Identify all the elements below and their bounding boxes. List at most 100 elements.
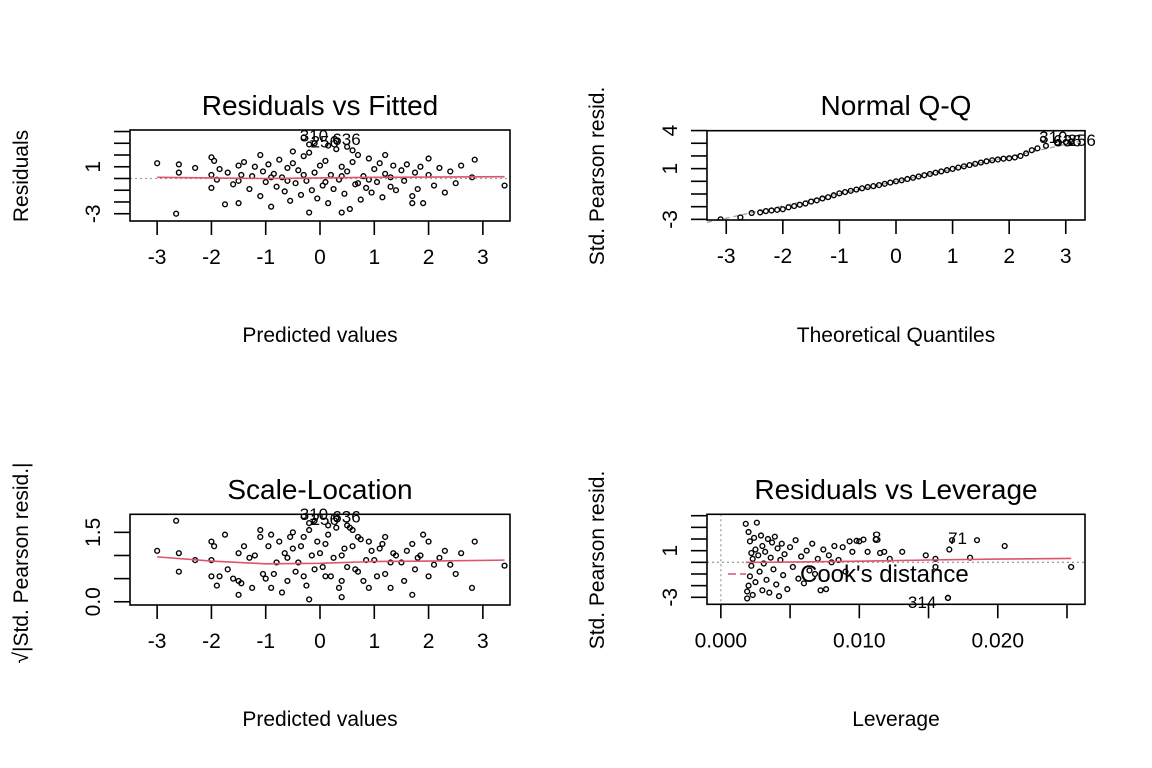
data-point	[858, 185, 866, 192]
data-point	[892, 178, 900, 185]
data-point	[257, 526, 264, 534]
data-point	[235, 591, 242, 598]
data-point	[365, 155, 372, 162]
data-point	[268, 174, 275, 181]
data-point	[306, 519, 313, 527]
data-point	[813, 197, 820, 204]
data-point	[175, 169, 182, 176]
x-tick-label: -2	[773, 245, 792, 268]
data-point	[349, 158, 356, 166]
data-point	[306, 149, 313, 156]
data-point	[308, 187, 315, 194]
data-point	[295, 167, 302, 174]
data-layer	[154, 514, 508, 603]
data-point	[501, 182, 508, 189]
data-point	[325, 142, 332, 149]
data-point	[915, 173, 922, 180]
data-point	[192, 164, 199, 172]
data-point	[414, 185, 421, 193]
data-point	[501, 562, 508, 569]
data-point	[289, 160, 296, 167]
data-point	[316, 550, 324, 557]
data-point	[842, 568, 849, 575]
data-point	[430, 561, 438, 568]
data-point	[1034, 145, 1041, 152]
outlier-point	[300, 514, 307, 520]
data-point	[216, 573, 223, 580]
data-point	[983, 158, 990, 165]
data-point	[401, 177, 408, 184]
data-point	[289, 529, 296, 536]
data-point	[257, 533, 264, 541]
data-point	[349, 147, 356, 154]
data-point	[784, 586, 791, 593]
outlier-point	[333, 137, 340, 145]
data-point	[325, 531, 332, 538]
data-point	[796, 201, 803, 208]
data-point	[401, 577, 408, 585]
data-point	[955, 164, 962, 171]
x-tick-label: 0	[314, 246, 326, 269]
data-point	[830, 192, 837, 199]
data-point	[452, 570, 459, 578]
data-point	[458, 162, 465, 169]
data-point	[887, 179, 894, 186]
x-tick-label: 3	[1060, 245, 1072, 268]
x-axis-label: Leverage	[852, 708, 940, 731]
x-tick-label: -1	[256, 630, 275, 653]
point-label: 8	[872, 528, 881, 547]
panel-title: Scale-Location	[227, 474, 412, 505]
x-tick-label: 0	[890, 245, 902, 268]
data-point	[368, 547, 375, 554]
data-point	[276, 538, 283, 545]
data-point	[319, 563, 326, 571]
data-point	[344, 522, 351, 529]
data-point	[382, 533, 389, 541]
data-point	[251, 163, 258, 170]
data-point	[175, 161, 182, 168]
x-tick-label: -2	[202, 630, 221, 653]
y-axis-label: √|Std. Pearson resid.|	[10, 462, 33, 663]
data-point	[949, 165, 956, 172]
data-point	[778, 540, 785, 547]
data-point	[781, 551, 788, 558]
data-point	[338, 163, 345, 170]
data-point	[281, 550, 288, 557]
data-point	[354, 180, 362, 187]
smooth-line	[157, 175, 505, 180]
data-point	[831, 542, 838, 550]
data-point	[1028, 147, 1035, 154]
data-point	[430, 182, 438, 189]
data-point	[425, 573, 432, 580]
data-point	[208, 184, 215, 191]
x-tick-label: -1	[256, 246, 275, 269]
point-label: 310	[1039, 128, 1067, 147]
data-point	[330, 185, 337, 193]
data-point	[175, 550, 182, 557]
panel-scale-location: Scale-Location Predicted values √|Std. P…	[10, 462, 511, 731]
data-point	[379, 540, 386, 548]
data-point	[1017, 152, 1024, 160]
data-point	[1011, 154, 1018, 161]
data-point	[322, 540, 329, 548]
data-point	[973, 537, 981, 544]
data-point	[853, 186, 860, 193]
data-point	[775, 593, 783, 600]
data-point	[746, 573, 754, 580]
data-point	[1001, 542, 1008, 550]
x-tick-label: -3	[148, 630, 167, 653]
data-point	[173, 210, 180, 217]
data-point	[762, 208, 769, 215]
data-point	[791, 202, 798, 210]
data-point	[257, 151, 264, 159]
y-tick-label: -3	[659, 588, 682, 607]
data-point	[1000, 155, 1007, 162]
y-tick-label: 1	[82, 161, 105, 173]
data-point	[262, 575, 269, 582]
data-point	[341, 545, 348, 552]
data-point	[354, 151, 362, 159]
x-axis-label: Predicted values	[242, 324, 397, 347]
data-point	[819, 195, 826, 202]
data-point	[154, 547, 161, 554]
data-point	[392, 187, 400, 194]
